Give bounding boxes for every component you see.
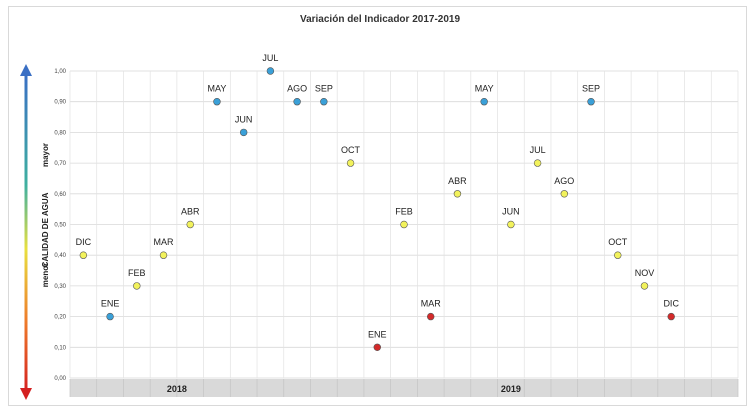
y-tick-label: 0,00 bbox=[54, 376, 66, 382]
data-point-label: JUN bbox=[502, 207, 520, 217]
data-point bbox=[320, 97, 328, 106]
y-tick-label: 0,50 bbox=[54, 223, 66, 229]
data-point bbox=[373, 343, 381, 351]
data-point-label: NOV bbox=[635, 268, 655, 278]
data-point bbox=[346, 159, 355, 167]
data-point-label: ABR bbox=[181, 207, 200, 217]
data-point bbox=[614, 251, 622, 259]
data-point-label: JUL bbox=[262, 53, 278, 63]
data-point bbox=[453, 190, 462, 198]
data-point bbox=[560, 190, 569, 198]
arrow-down-head bbox=[20, 388, 32, 400]
y-tick-label: 0,40 bbox=[54, 253, 66, 259]
year-band-bg bbox=[70, 379, 738, 397]
data-point-label: OCT bbox=[341, 145, 361, 155]
data-point-label: FEB bbox=[128, 268, 146, 278]
data-point-label: AGO bbox=[287, 84, 307, 94]
data-point-label: MAR bbox=[154, 237, 175, 247]
data-point bbox=[507, 220, 515, 229]
data-point-label: DIC bbox=[663, 299, 679, 309]
y-tick-label: 0,90 bbox=[54, 100, 66, 106]
data-point-label: SEP bbox=[582, 84, 600, 94]
data-point bbox=[79, 251, 88, 259]
quality-gradient-arrow bbox=[20, 64, 32, 400]
data-point bbox=[400, 220, 408, 229]
data-point bbox=[587, 97, 595, 106]
data-points: DIC ENE FEB MAR ABR MAY JUN JUL AGO SEP OCT ENE FEB M… bbox=[76, 53, 679, 351]
year-band: 2018 2019 bbox=[69, 379, 739, 397]
year-label: 2019 bbox=[501, 384, 521, 394]
data-point-label: JUN bbox=[235, 114, 253, 124]
y-tick-label: 0,70 bbox=[54, 161, 66, 167]
data-point bbox=[106, 312, 114, 321]
data-point bbox=[213, 97, 221, 106]
y-tick-label: 0,10 bbox=[54, 345, 66, 351]
data-point bbox=[293, 97, 301, 106]
data-point-label: ENE bbox=[368, 329, 387, 339]
data-point-label: JUL bbox=[530, 145, 546, 155]
y-tick-label: 1,00 bbox=[54, 69, 66, 75]
data-point bbox=[266, 67, 275, 75]
y-tick-label: 0,20 bbox=[54, 315, 66, 321]
y-ticks: 0,00 0,10 0,20 0,30 0,40 0,50 0,60 0,70 0,80 0,90… bbox=[54, 69, 66, 382]
chart-frame bbox=[8, 6, 747, 406]
data-point bbox=[427, 312, 435, 321]
year-label: 2018 bbox=[167, 384, 187, 394]
data-point bbox=[186, 220, 194, 229]
data-point-label: FEB bbox=[395, 207, 413, 217]
data-point-label: ENE bbox=[101, 299, 120, 309]
data-point-label: MAY bbox=[475, 84, 494, 94]
data-point-label: SEP bbox=[315, 84, 333, 94]
quality-gradient-bar bbox=[24, 74, 28, 392]
data-point-label: AGO bbox=[554, 176, 574, 186]
y-low-label: menor bbox=[41, 263, 50, 287]
data-point bbox=[133, 282, 141, 290]
data-point bbox=[640, 282, 649, 290]
data-point bbox=[159, 251, 168, 259]
data-point-label: OCT bbox=[608, 237, 628, 247]
data-point-label: DIC bbox=[76, 237, 92, 247]
y-tick-label: 0,30 bbox=[54, 284, 66, 290]
y-tick-label: 0,60 bbox=[54, 192, 66, 198]
grid bbox=[69, 70, 739, 379]
data-point-label: ABR bbox=[448, 176, 467, 186]
data-point bbox=[667, 312, 675, 321]
data-point bbox=[239, 128, 248, 137]
arrow-up-head bbox=[20, 64, 32, 76]
chart-title: Variación del Indicador 2017-2019 bbox=[300, 14, 461, 25]
y-high-label: mayor bbox=[41, 143, 50, 167]
data-point-label: MAR bbox=[421, 299, 442, 309]
y-axis-label: CALIDAD DE AGUA bbox=[41, 192, 50, 267]
y-tick-label: 0,80 bbox=[54, 130, 66, 136]
data-point bbox=[533, 159, 542, 167]
data-point bbox=[480, 97, 488, 106]
data-point-label: MAY bbox=[208, 84, 227, 94]
